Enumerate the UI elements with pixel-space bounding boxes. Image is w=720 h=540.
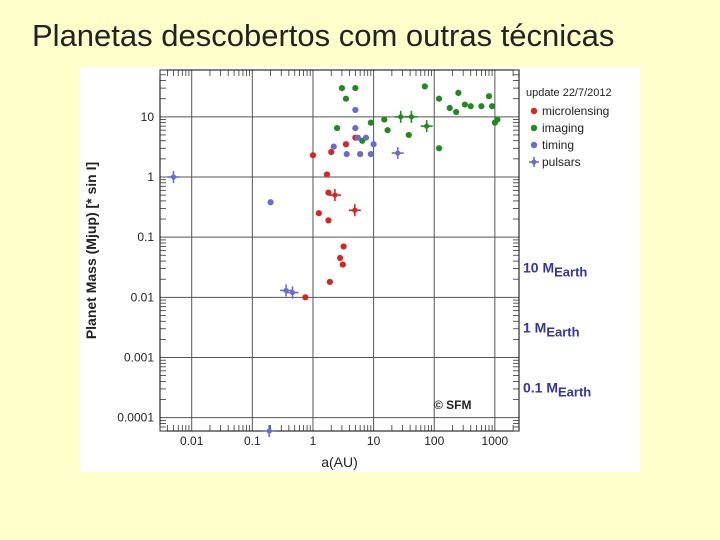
microlensing-point — [342, 141, 350, 148]
legend-pulsars-marker — [531, 159, 537, 165]
earth-mass-label: 10 MEarth — [523, 259, 587, 279]
x-tick-label: 100 — [424, 434, 444, 448]
imaging-point — [467, 103, 474, 110]
legend-pulsars-label: pulsars — [542, 155, 581, 169]
microlensing-point — [340, 243, 347, 250]
microlensing-point — [302, 294, 309, 301]
imaging-point — [342, 95, 350, 102]
earth-mass-label: 0.1 MEarth — [523, 380, 591, 400]
legend-title: update 22/7/2012 — [526, 87, 612, 99]
pulsars-point — [170, 174, 177, 180]
imaging-point — [398, 114, 404, 120]
legend-imaging-marker — [530, 124, 538, 132]
timing-point — [352, 124, 359, 132]
legend-imaging-label: imaging — [542, 121, 584, 135]
x-tick-label: 0.01 — [180, 434, 204, 448]
imaging-point — [367, 119, 374, 126]
timing-point — [362, 134, 370, 141]
imaging-point — [488, 103, 496, 110]
imaging-point — [435, 95, 443, 102]
earth-mass-label-subscript: Earth — [554, 264, 587, 279]
microlensing-point — [352, 207, 358, 213]
plot-frame — [159, 69, 520, 432]
imaging-point — [421, 83, 428, 90]
copyright-watermark: © SFM — [434, 398, 472, 412]
legend: update 22/7/2012 microlensing imaging timi… — [526, 87, 612, 169]
grid-layer — [160, 70, 519, 431]
timing-point — [267, 199, 274, 206]
imaging-point — [491, 119, 498, 126]
imaging-point — [453, 108, 460, 116]
imaging-point — [333, 124, 341, 132]
timing-point — [352, 106, 359, 114]
y-axis-label: Planet Mass (Mjup) [* sin I] — [83, 162, 99, 339]
earth-mass-label: 1 MEarth — [523, 320, 580, 340]
timing-point — [370, 141, 377, 148]
imaging-point — [435, 145, 443, 152]
y-tick-label: 0.01 — [131, 290, 155, 304]
timing-point — [354, 134, 361, 141]
imaging-point — [338, 85, 346, 92]
y-tick-label: 0.1 — [137, 230, 154, 244]
pulsars-point — [395, 150, 401, 156]
y-tick-label: 0.001 — [124, 350, 154, 364]
timing-point — [343, 151, 350, 158]
microlensing-point — [309, 152, 317, 159]
y-tick-label: 0.0001 — [117, 411, 154, 425]
timing-point — [367, 151, 374, 158]
imaging-point — [485, 93, 493, 100]
y-tick-label: 10 — [141, 110, 155, 124]
y-tick-label: 1 — [147, 170, 154, 184]
microlensing-point — [326, 278, 333, 286]
microlensing-point — [332, 192, 338, 198]
imaging-point — [461, 101, 468, 108]
microlensing-point — [325, 217, 332, 224]
chart-svg: 0.01 0.1 1 10 100 1000 0.0001 0.001 0.01 0.1 1 10 a… — [83, 69, 612, 470]
timing-point — [330, 143, 337, 150]
microlensing-point — [328, 148, 335, 156]
microlensing-point — [323, 171, 331, 178]
data-marks — [167, 83, 501, 437]
imaging-point — [408, 114, 414, 120]
slide-title: Planetas descobertos com outras técnicas — [32, 18, 615, 53]
imaging-point — [352, 85, 359, 92]
imaging-point — [446, 104, 453, 112]
tick-labels: 0.01 0.1 1 10 100 1000 0.0001 0.001 0.01 0.1 1 10 — [117, 110, 508, 448]
legend-timing-marker — [530, 141, 538, 149]
legend-timing-label: timing — [542, 138, 574, 152]
imaging-point — [455, 89, 462, 96]
earth-mass-label-subscript: Earth — [558, 385, 591, 400]
chart-figure: 0.01 0.1 1 10 100 1000 0.0001 0.001 0.01 0.1 1 10 a… — [80, 67, 640, 472]
x-tick-label: 1000 — [482, 434, 509, 448]
microlensing-point — [325, 189, 332, 196]
earth-mass-label-subscript: Earth — [546, 325, 579, 340]
legend-microlensing-marker — [530, 107, 538, 115]
timing-point — [357, 151, 364, 158]
microlensing-point — [336, 254, 344, 262]
pulsars-point — [266, 428, 272, 434]
legend-microlensing-label: microlensing — [542, 104, 609, 118]
imaging-point — [381, 116, 388, 123]
imaging-point — [424, 123, 430, 129]
imaging-point — [384, 127, 391, 134]
minor-ticks — [159, 69, 519, 432]
x-axis-label: a(AU) — [321, 454, 358, 470]
imaging-point — [478, 103, 485, 110]
microlensing-point — [315, 210, 322, 217]
microlensing-point — [339, 261, 346, 268]
imaging-point — [405, 131, 412, 139]
earth-mass-labels: 10 MEarth 1 MEarth 0.1 MEarth — [523, 259, 591, 399]
x-tick-label: 0.1 — [244, 434, 261, 448]
x-tick-label: 10 — [367, 434, 381, 448]
pulsars-point — [289, 289, 296, 296]
x-tick-label: 1 — [310, 434, 317, 448]
